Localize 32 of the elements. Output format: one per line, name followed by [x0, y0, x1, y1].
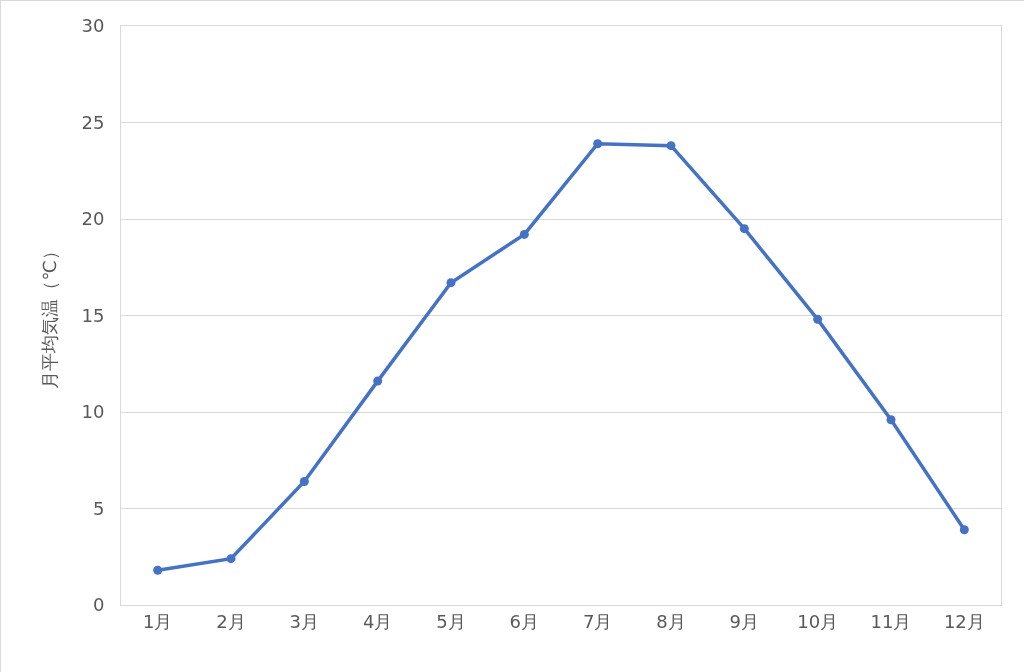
x-tick-label: 5月 [436, 610, 466, 632]
x-tick-label: 1月 [142, 610, 173, 632]
x-tick-label: 2月 [216, 610, 246, 632]
x-tick-label: 8月 [656, 610, 686, 632]
point [226, 554, 236, 564]
x-tick-label: 12月 [943, 610, 985, 632]
point [666, 141, 676, 151]
point [886, 415, 896, 425]
y-tick-label: 30 [81, 15, 105, 37]
y-tick-label: 5 [92, 497, 105, 519]
x-tick-label: 10月 [797, 610, 839, 632]
point [739, 224, 749, 234]
point [446, 278, 456, 288]
x-tick-label: 6月 [509, 610, 540, 632]
point [813, 314, 823, 324]
x-tick-label: 11月 [870, 610, 912, 632]
x-tick-label: 4月 [362, 610, 393, 632]
y-tick-label: 0 [92, 594, 105, 616]
point [153, 565, 163, 575]
point [593, 139, 603, 149]
point [959, 525, 969, 535]
x-tick-label: 3月 [289, 610, 320, 632]
x-tick-label: 7月 [582, 610, 613, 632]
y-tick-label: 20 [81, 208, 105, 230]
point [519, 229, 529, 239]
y-axis-title: 月平均気温（℃） [38, 242, 60, 389]
y-tick-label: 10 [81, 401, 105, 423]
point [299, 476, 309, 486]
x-tick-label: 9月 [729, 610, 760, 632]
point [373, 376, 383, 386]
y-tick-label: 15 [81, 304, 105, 326]
y-tick-label: 25 [81, 111, 105, 133]
